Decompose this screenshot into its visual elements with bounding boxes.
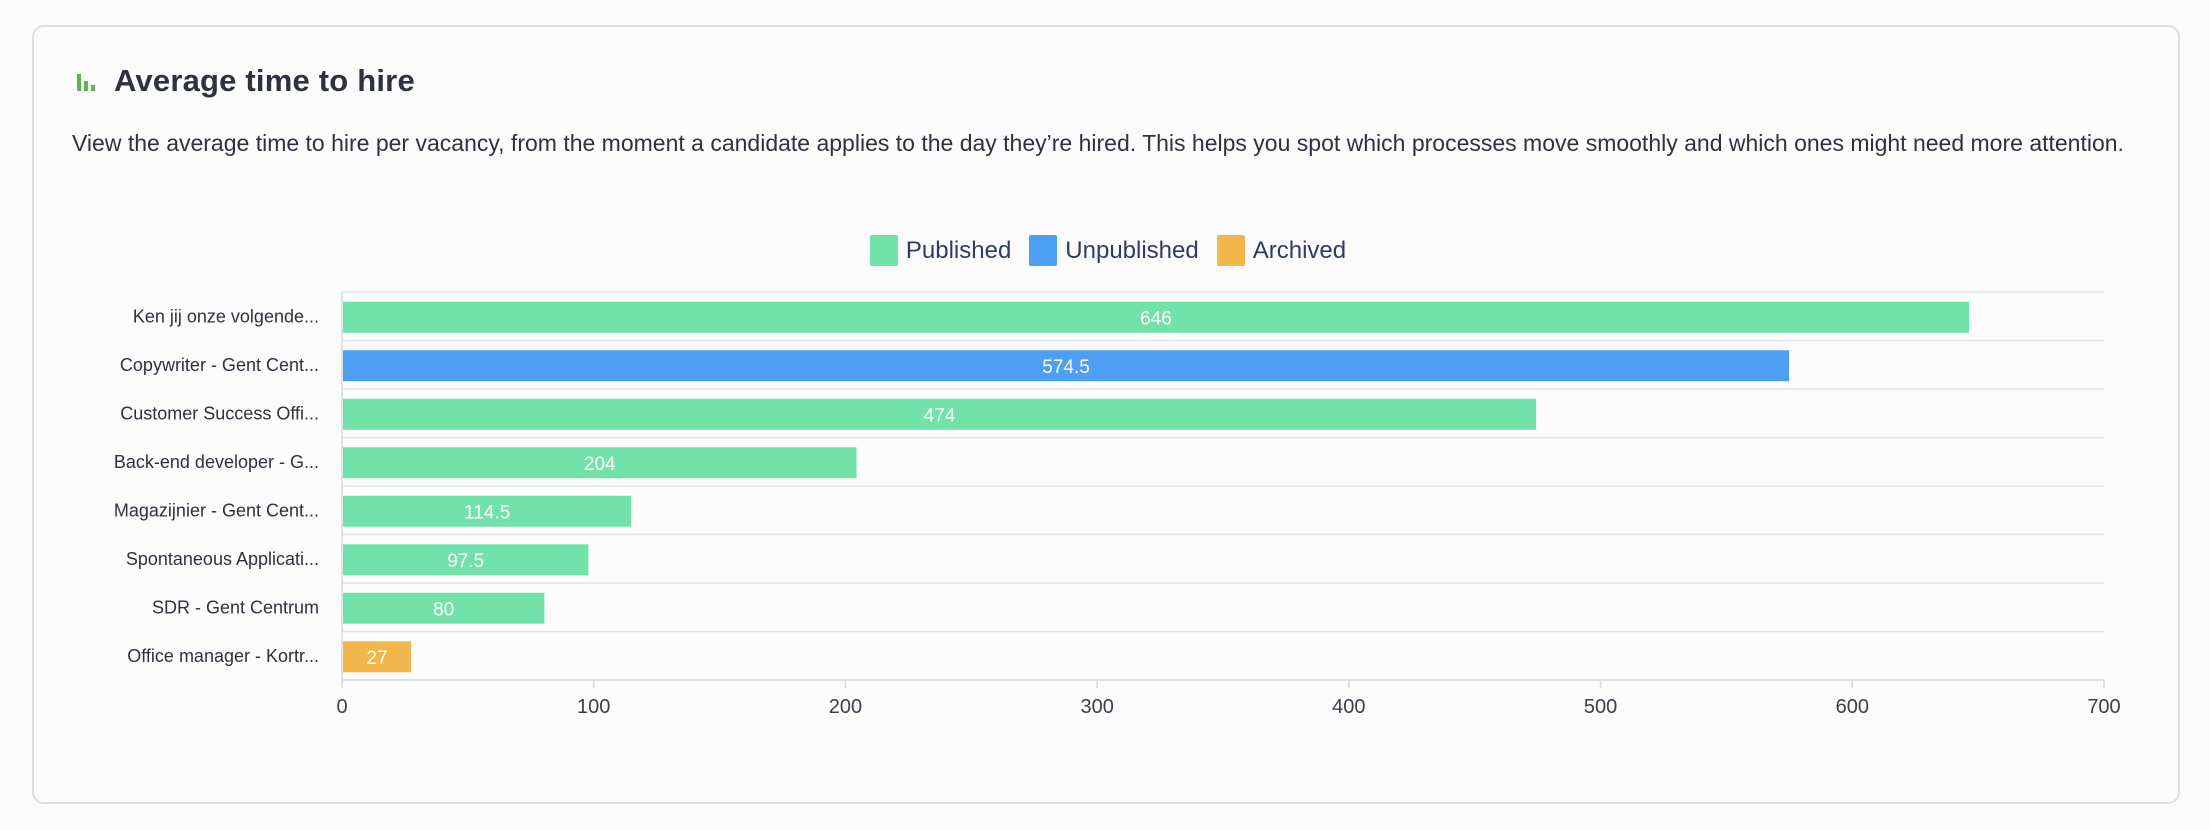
x-tick-label: 500 xyxy=(1584,696,1617,718)
card-title: Average time to hire xyxy=(114,63,415,98)
legend-swatch-unpublished xyxy=(1029,235,1058,266)
legend-item-archived[interactable]: Archived xyxy=(1216,235,1347,266)
x-tick-label: 600 xyxy=(1836,696,1869,718)
bar-value-label: 646 xyxy=(1140,308,1172,329)
bar-chart-icon xyxy=(74,69,98,93)
category-label: Back-end developer - G... xyxy=(114,452,319,472)
card-description: View the average time to hire per vacanc… xyxy=(72,130,2124,156)
bar xyxy=(343,495,632,527)
bar xyxy=(343,544,589,576)
bar xyxy=(343,447,857,479)
bar-value-label: 27 xyxy=(366,648,387,669)
bar-value-label: 574.5 xyxy=(1042,357,1090,378)
bar-value-label: 80 xyxy=(433,599,454,620)
category-label: SDR - Gent Centrum xyxy=(152,597,319,617)
legend-label-unpublished: Unpublished xyxy=(1065,236,1199,264)
category-label: Ken jij onze volgende... xyxy=(133,306,319,326)
bar-value-label: 204 xyxy=(584,454,616,475)
bar xyxy=(343,301,1970,333)
x-tick-label: 0 xyxy=(336,696,347,718)
bar xyxy=(343,350,1790,382)
bar xyxy=(343,398,1537,430)
legend-swatch-archived xyxy=(1216,235,1245,266)
card-header: Average time to hire xyxy=(74,63,415,99)
category-label: Spontaneous Applicati... xyxy=(126,549,319,569)
bar-value-label: 97.5 xyxy=(447,551,484,572)
category-label: Magazijnier - Gent Cent... xyxy=(114,500,319,520)
bar-value-label: 474 xyxy=(924,405,956,426)
category-label: Customer Success Offi... xyxy=(120,403,319,423)
x-tick-label: 200 xyxy=(829,696,862,718)
x-tick-label: 100 xyxy=(577,696,610,718)
legend-item-published[interactable]: Published xyxy=(869,235,1012,266)
legend-label-published: Published xyxy=(905,236,1012,264)
chart-legend: Published Unpublished Archived xyxy=(34,235,2182,266)
bar-value-label: 114.5 xyxy=(464,502,510,523)
bar xyxy=(343,592,545,624)
x-tick-label: 700 xyxy=(2087,696,2120,718)
x-tick-label: 400 xyxy=(1332,696,1365,718)
category-label: Copywriter - Gent Cent... xyxy=(120,355,319,375)
legend-item-unpublished[interactable]: Unpublished xyxy=(1029,235,1199,266)
legend-label-archived: Archived xyxy=(1252,236,1347,264)
bar xyxy=(343,641,411,673)
legend-swatch-published xyxy=(869,235,898,266)
x-tick-label: 300 xyxy=(1080,696,1113,718)
category-label: Office manager - Kortr... xyxy=(127,646,319,666)
